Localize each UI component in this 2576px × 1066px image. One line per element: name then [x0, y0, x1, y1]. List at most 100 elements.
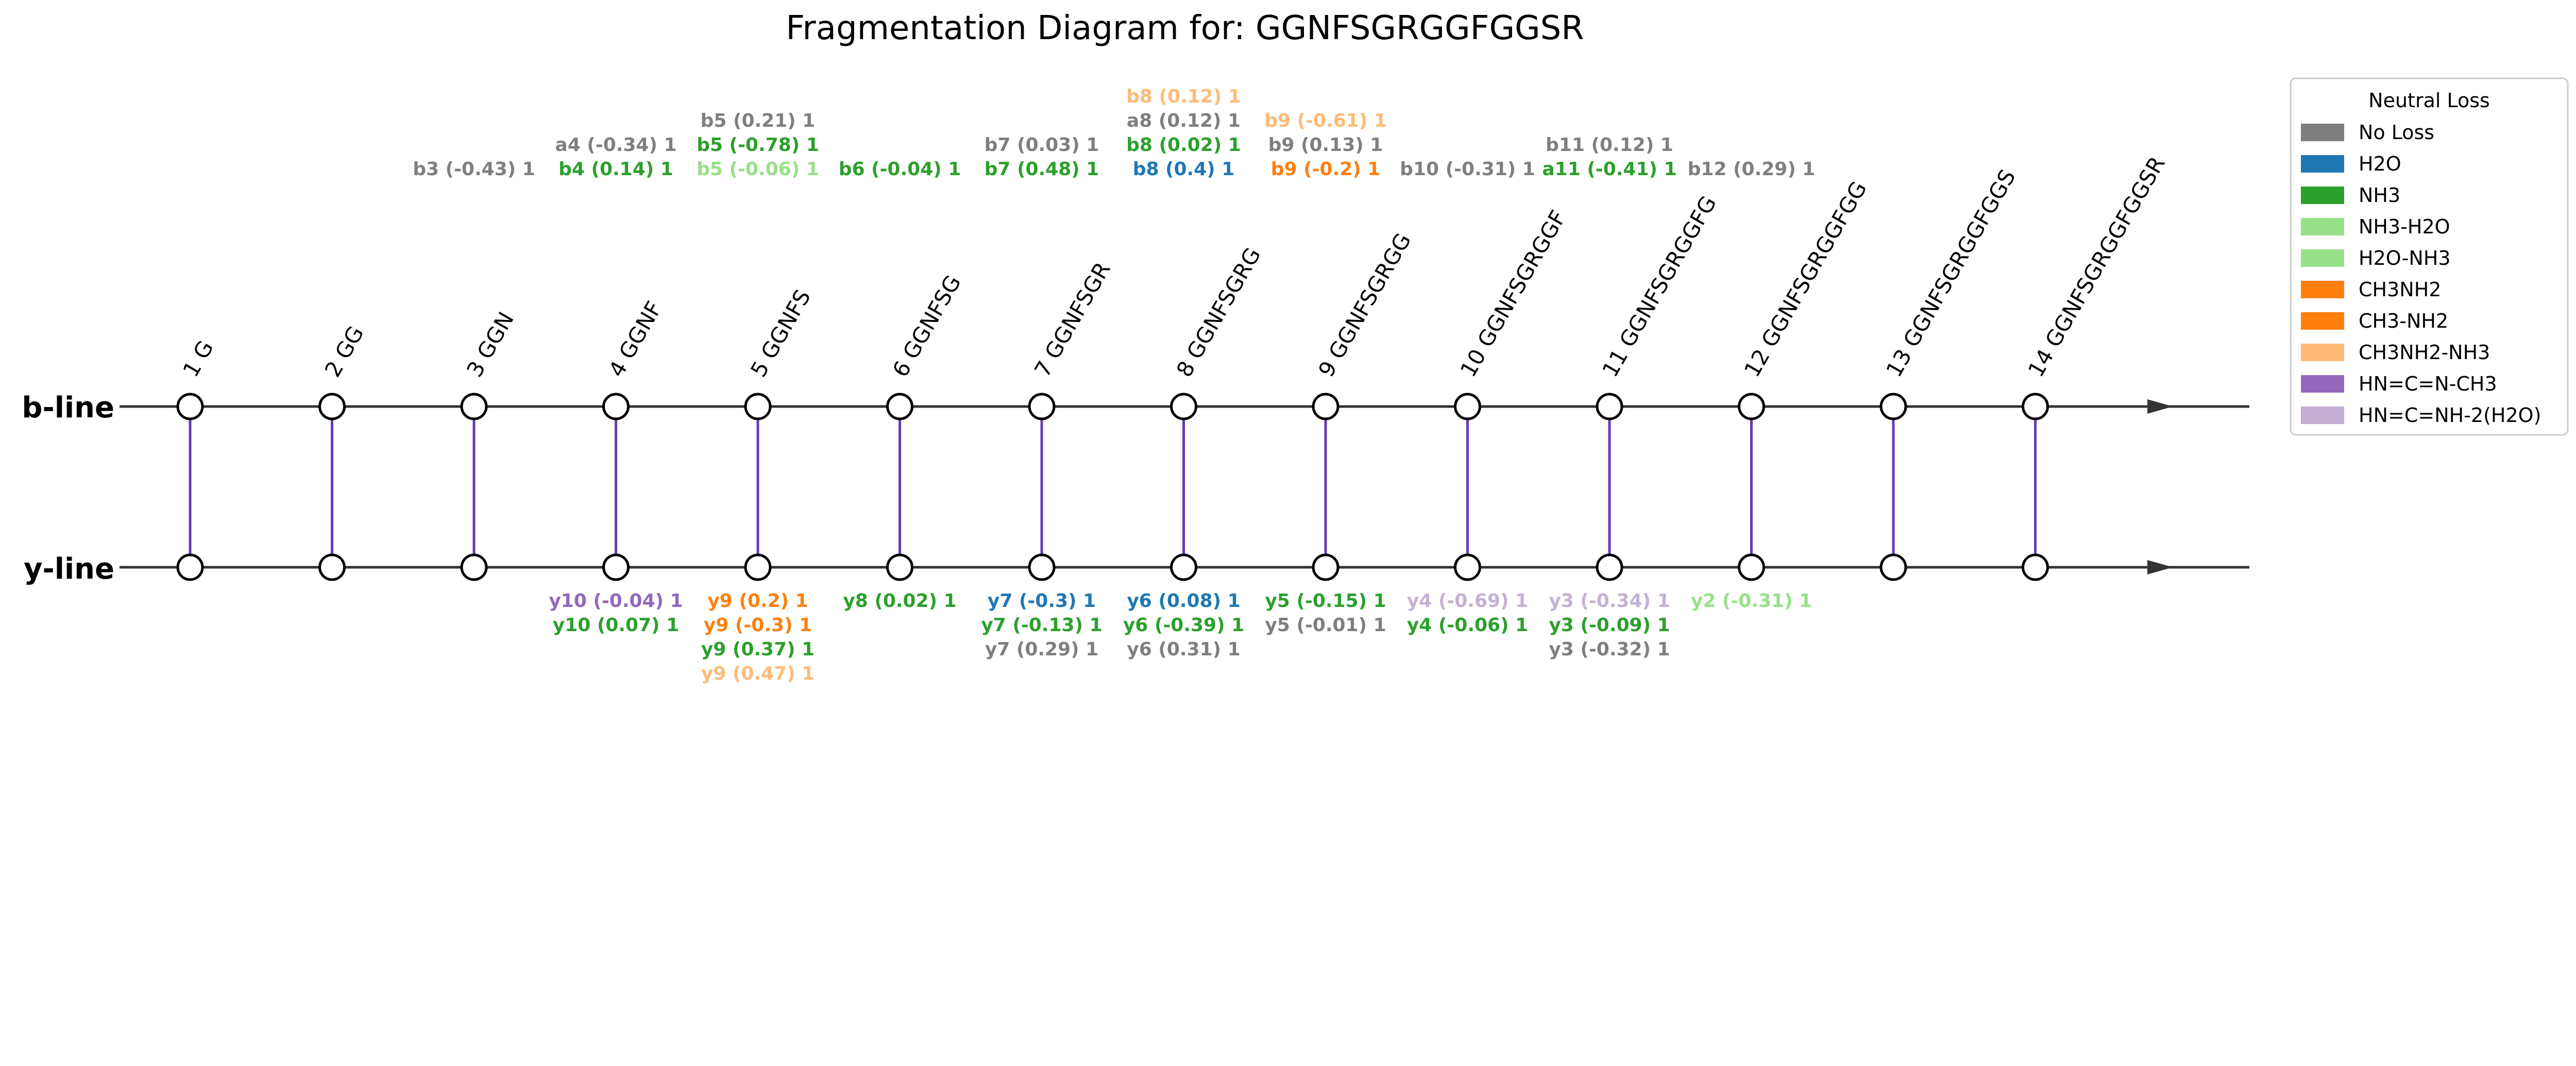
y-fragment-labels: y10 (-0.04) 1 y10 (0.07) 1 y9 (0.2) 1 y9 (-…: [549, 590, 1812, 684]
y-node: [1879, 553, 1907, 581]
y-node: [176, 553, 204, 581]
legend-frame: [2290, 77, 2569, 436]
legend: Neutral Loss No Loss H2O NH3 NH3-H2O H2O-NH3…: [2290, 77, 2569, 436]
y-fragment-label: y9 (0.2) 1: [707, 590, 808, 612]
y-fragment-label: y9 (0.47) 1: [701, 663, 815, 684]
y-fragment-label: y6 (0.31) 1: [1127, 639, 1240, 660]
legend-swatch: [2301, 344, 2344, 361]
position-label: 3 GGN: [462, 308, 519, 381]
b-fragment-label: b9 (0.13) 1: [1268, 134, 1383, 156]
y-fragment-label: y10 (-0.04) 1: [549, 590, 683, 612]
b-node: [176, 393, 204, 420]
y-fragment-label: y7 (0.29) 1: [985, 639, 1098, 660]
b-fragment-label: a8 (0.12) 1: [1127, 110, 1241, 131]
legend-swatch: [2301, 124, 2344, 141]
legend-swatch: [2301, 155, 2344, 173]
y-node: [744, 553, 772, 581]
y-line-label: y-line: [24, 552, 114, 586]
y-node: [1454, 553, 1481, 581]
legend-item-label: No Loss: [2359, 121, 2434, 144]
legend-item-label: CH3NH2: [2359, 278, 2441, 301]
b-fragment-label: b10 (-0.31) 1: [1400, 159, 1535, 180]
b-fragment-label: b8 (0.4) 1: [1133, 159, 1235, 180]
b-node: [318, 393, 346, 420]
b-fragment-label: b11 (0.12) 1: [1546, 134, 1673, 156]
y-fragment-label: y9 (-0.3) 1: [704, 615, 812, 636]
legend-item-label: NH3-H2O: [2359, 215, 2450, 238]
b-node: [886, 393, 913, 420]
legend-swatch: [2301, 375, 2344, 393]
b-node: [1879, 393, 1907, 420]
b-fragment-label: b9 (-0.2) 1: [1271, 159, 1381, 180]
y-fragment-label: y9 (0.37) 1: [701, 639, 815, 660]
y-fragment-label: y8 (0.02) 1: [843, 590, 956, 612]
legend-swatch: [2301, 407, 2344, 424]
b-node: [1596, 393, 1623, 420]
y-fragment-label: y7 (-0.13) 1: [981, 615, 1102, 636]
y-node: [1028, 553, 1056, 581]
y-node: [460, 553, 488, 581]
b-fragment-label: b4 (0.14) 1: [558, 159, 673, 180]
y-fragment-label: y2 (-0.31) 1: [1691, 590, 1812, 612]
b-fragment-labels: b3 (-0.43) 1 b4 (0.14) 1 a4 (-0.34) 1 b5 (-…: [413, 86, 1815, 180]
y-node: [2022, 553, 2049, 581]
y-fragment-label: y6 (-0.39) 1: [1123, 615, 1244, 636]
b-node: [1028, 393, 1056, 420]
b-fragment-label: b5 (-0.06) 1: [697, 159, 819, 180]
position-labels: 1 G 2 GG 3 GGN 4 GGNF 5 GGNFS 6 GGNFSG 7 GGNFS…: [178, 152, 2170, 381]
b-fragment-label: b6 (-0.04) 1: [839, 159, 961, 180]
y-fragment-label: y3 (-0.09) 1: [1549, 615, 1670, 636]
b-node: [1454, 393, 1481, 420]
b-fragment-label: a4 (-0.34) 1: [555, 134, 676, 156]
b-fragment-label: b5 (-0.78) 1: [697, 134, 819, 156]
legend-swatch: [2301, 281, 2344, 298]
y-fragment-label: y3 (-0.34) 1: [1549, 590, 1670, 612]
position-label: 12 GGNFSGRGGFGG: [1739, 177, 1872, 381]
y-node: [602, 553, 630, 581]
b-node: [2022, 393, 2049, 420]
y-fragment-label: y10 (0.07) 1: [553, 615, 679, 636]
b-node: [602, 393, 630, 420]
b-node: [744, 393, 772, 420]
b-fragment-label: b9 (-0.61) 1: [1264, 110, 1387, 131]
legend-swatch: [2301, 187, 2344, 204]
legend-item-label: CH3-NH2: [2359, 310, 2448, 332]
b-fragment-label: b8 (0.02) 1: [1126, 134, 1241, 156]
b-fragment-label: b7 (0.48) 1: [985, 159, 1099, 180]
position-label: 8 GGNFSGRG: [1172, 243, 1266, 381]
y-node: [1170, 553, 1197, 581]
b-fragment-label: b3 (-0.43) 1: [413, 159, 535, 180]
legend-swatch: [2301, 218, 2344, 235]
position-label: 10 GGNFSGRGGF: [1455, 206, 1571, 381]
connector-lines: [189, 407, 2037, 567]
legend-item-label: CH3NH2-NH3: [2359, 341, 2490, 364]
legend-swatch: [2301, 249, 2344, 267]
legend-swatch: [2301, 312, 2344, 330]
position-label: 4 GGNF: [604, 297, 667, 381]
b-arrow-icon: [2147, 399, 2173, 414]
b-fragment-label: b5 (0.21) 1: [701, 110, 816, 131]
position-label: 5 GGNFS: [745, 285, 816, 381]
position-label: 11 GGNFSGRGGFG: [1597, 192, 1721, 381]
y-fragment-label: y3 (-0.32) 1: [1549, 639, 1670, 660]
b-node: [1738, 393, 1765, 420]
b-fragment-label: b12 (0.29) 1: [1688, 159, 1816, 180]
position-label: 7 GGNFSGR: [1029, 258, 1115, 381]
legend-item-label: NH3: [2359, 184, 2400, 207]
y-fragment-label: y6 (0.08) 1: [1127, 590, 1240, 612]
y-node: [1738, 553, 1765, 581]
diagram-title: Fragmentation Diagram for: GGNFSGRGGFGGS…: [786, 9, 1584, 47]
position-label: 9 GGNFSGRGG: [1313, 229, 1416, 381]
legend-item-label: HN=C=N-CH3: [2359, 373, 2497, 395]
y-fragment-label: y4 (-0.06) 1: [1407, 615, 1528, 636]
b-fragment-label: b8 (0.12) 1: [1126, 86, 1241, 107]
legend-item-label: HN=C=NH-2(H2O): [2359, 404, 2541, 427]
y-fragment-label: y5 (-0.01) 1: [1265, 615, 1386, 636]
y-node: [1596, 553, 1623, 581]
b-node: [1312, 393, 1340, 420]
legend-title: Neutral Loss: [2368, 89, 2490, 112]
position-label: 13 GGNFSGRGGFGGS: [1881, 165, 2020, 381]
b-fragment-label: b7 (0.03) 1: [985, 134, 1099, 156]
b-node: [460, 393, 488, 420]
